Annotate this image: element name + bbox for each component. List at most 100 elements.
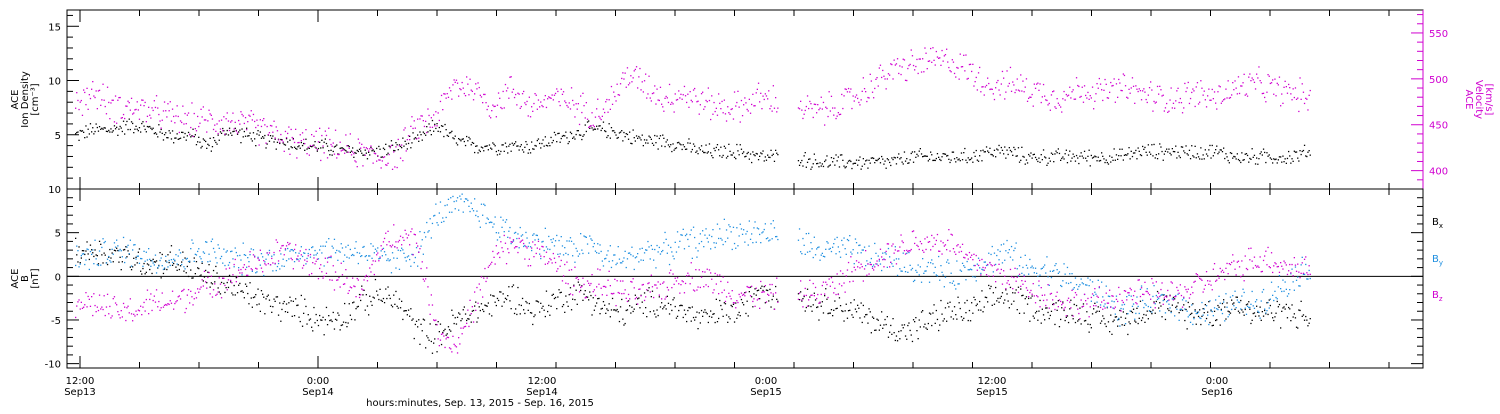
data-point bbox=[261, 290, 262, 291]
data-point bbox=[1024, 91, 1025, 92]
data-point bbox=[1112, 321, 1113, 322]
data-point bbox=[188, 289, 189, 290]
data-point bbox=[932, 47, 933, 48]
data-point bbox=[613, 293, 614, 294]
data-point bbox=[531, 106, 532, 107]
data-point bbox=[822, 163, 823, 164]
data-point bbox=[602, 260, 603, 261]
data-point bbox=[1073, 89, 1074, 90]
data-point bbox=[629, 252, 630, 253]
data-point bbox=[276, 296, 277, 297]
data-point bbox=[1266, 92, 1267, 93]
data-point bbox=[571, 87, 572, 88]
data-point bbox=[653, 260, 654, 261]
data-point bbox=[1238, 76, 1239, 77]
data-point bbox=[146, 252, 147, 253]
data-point bbox=[162, 133, 163, 134]
data-point bbox=[708, 87, 709, 88]
data-point bbox=[898, 258, 899, 259]
data-point bbox=[1120, 317, 1121, 318]
data-point bbox=[558, 240, 559, 241]
data-point bbox=[466, 136, 467, 137]
data-point bbox=[357, 278, 358, 279]
data-point bbox=[609, 303, 610, 304]
data-point bbox=[113, 254, 114, 255]
data-point bbox=[1213, 155, 1214, 156]
data-point bbox=[876, 160, 877, 161]
data-point bbox=[305, 263, 306, 264]
data-point bbox=[145, 310, 146, 311]
data-point bbox=[837, 160, 838, 161]
data-point bbox=[341, 150, 342, 151]
data-point bbox=[1208, 89, 1209, 90]
data-point bbox=[1306, 99, 1307, 100]
data-point bbox=[460, 140, 461, 141]
data-point bbox=[363, 147, 364, 148]
data-point bbox=[1158, 298, 1159, 299]
data-point bbox=[439, 345, 440, 346]
data-point bbox=[304, 253, 305, 254]
data-point bbox=[1101, 282, 1102, 283]
data-point bbox=[526, 237, 527, 238]
data-point bbox=[655, 103, 656, 104]
data-point bbox=[447, 135, 448, 136]
data-point bbox=[221, 297, 222, 298]
data-point bbox=[1229, 314, 1230, 315]
data-point bbox=[1164, 110, 1165, 111]
data-point bbox=[84, 137, 85, 138]
data-point bbox=[351, 154, 352, 155]
data-point bbox=[663, 111, 664, 112]
data-point bbox=[252, 307, 253, 308]
data-point bbox=[1274, 79, 1275, 80]
data-point bbox=[994, 150, 995, 151]
data-point bbox=[895, 246, 896, 247]
data-point bbox=[757, 227, 758, 228]
data-point bbox=[284, 254, 285, 255]
data-point bbox=[588, 253, 589, 254]
data-point bbox=[115, 250, 116, 251]
data-point bbox=[955, 314, 956, 315]
data-point bbox=[457, 197, 458, 198]
data-point bbox=[130, 110, 131, 111]
data-point bbox=[163, 273, 164, 274]
data-point bbox=[249, 251, 250, 252]
data-point bbox=[395, 146, 396, 147]
data-point bbox=[416, 247, 417, 248]
data-point bbox=[1126, 155, 1127, 156]
data-point bbox=[650, 291, 651, 292]
data-point bbox=[213, 137, 214, 138]
data-point bbox=[612, 260, 613, 261]
data-point bbox=[419, 344, 420, 345]
data-point bbox=[623, 132, 624, 133]
data-point bbox=[381, 300, 382, 301]
data-point bbox=[701, 277, 702, 278]
data-point bbox=[547, 98, 548, 99]
data-point bbox=[366, 294, 367, 295]
data-point bbox=[125, 257, 126, 258]
data-point bbox=[220, 128, 221, 129]
data-point bbox=[94, 305, 95, 306]
data-point bbox=[710, 152, 711, 153]
data-point bbox=[906, 253, 907, 254]
data-point bbox=[732, 154, 733, 155]
data-point bbox=[773, 296, 774, 297]
data-point bbox=[1085, 95, 1086, 96]
data-point bbox=[150, 260, 151, 261]
data-point bbox=[741, 228, 742, 229]
data-point bbox=[1086, 97, 1087, 98]
data-point bbox=[81, 100, 82, 101]
data-point bbox=[1136, 296, 1137, 297]
data-point bbox=[861, 99, 862, 100]
data-point bbox=[740, 121, 741, 122]
data-point bbox=[1042, 96, 1043, 97]
data-point bbox=[75, 108, 76, 109]
data-point bbox=[1042, 268, 1043, 269]
data-point bbox=[564, 100, 565, 101]
data-point bbox=[979, 155, 980, 156]
data-point bbox=[430, 314, 431, 315]
data-point bbox=[438, 321, 439, 322]
data-point bbox=[873, 158, 874, 159]
data-point bbox=[293, 301, 294, 302]
data-point bbox=[1093, 157, 1094, 158]
data-point bbox=[82, 130, 83, 131]
